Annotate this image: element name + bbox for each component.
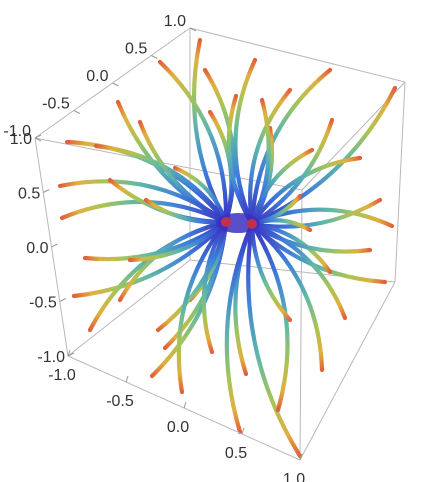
streamline	[201, 219, 229, 355]
x-tick-label: 1.0	[283, 471, 305, 482]
x-tick-mark	[67, 349, 71, 357]
streamline	[249, 85, 398, 227]
y-tick-mark	[34, 137, 42, 142]
streamline	[249, 147, 315, 227]
streamline	[157, 59, 229, 225]
box-edge	[299, 281, 396, 461]
streamline	[249, 67, 333, 227]
z-tick-label: 0.5	[18, 186, 40, 203]
y-axis-ticks: -1.0 -0.5 0.0 0.5 1.0	[3, 13, 197, 142]
z-tick-label: 0.0	[26, 240, 48, 257]
z-tick-mark	[67, 352, 75, 357]
box-edge-hidden	[299, 189, 303, 461]
streamline	[155, 219, 229, 333]
streamline	[249, 221, 333, 275]
sink-point	[221, 217, 231, 227]
x-axis-ticks: -1.0 -0.5 0.0 0.5 1.0	[48, 349, 305, 482]
z-tick-mark	[34, 134, 42, 139]
streamline	[233, 57, 258, 227]
streamline	[127, 219, 229, 263]
streamlines	[57, 37, 398, 459]
x-tick-label: -0.5	[106, 393, 134, 410]
streamline	[249, 221, 373, 254]
streamline	[249, 221, 293, 323]
z-tick-label: 1.0	[10, 131, 32, 148]
z-tick-mark	[43, 189, 50, 193]
box-edge	[189, 27, 406, 83]
z-tick-mark	[51, 243, 58, 248]
y-tick-label: -1.0	[3, 123, 31, 140]
box-edge-hidden	[67, 259, 191, 357]
x-tick-mark	[241, 427, 245, 435]
y-tick-label: 0.5	[125, 41, 147, 58]
z-tick-label: -0.5	[29, 295, 57, 312]
z-axis-ticks: -1.0 -0.5 0.0 0.5 1.0	[10, 131, 75, 366]
streamline	[224, 221, 255, 435]
z-tick-mark	[59, 298, 66, 302]
x-tick-label: 0.0	[167, 419, 189, 436]
streamline	[57, 179, 229, 225]
x-tick-mark	[125, 375, 129, 383]
streamline	[246, 221, 303, 459]
streamline	[172, 165, 229, 225]
streamline	[249, 117, 335, 227]
y-tick-label: 1.0	[164, 13, 186, 30]
y-tick-label: -0.5	[42, 96, 70, 113]
z-tick-label: -1.0	[37, 349, 65, 366]
y-tick-mark	[189, 27, 197, 32]
y-tick-mark	[112, 82, 119, 87]
y-tick-mark	[73, 110, 80, 114]
x-tick-mark	[299, 453, 303, 461]
sink-point	[247, 219, 257, 229]
y-tick-label: 0.0	[86, 68, 108, 85]
x-tick-label: -1.0	[48, 367, 76, 384]
x-tick-mark	[183, 401, 187, 409]
streamline	[249, 155, 363, 227]
streamline	[93, 143, 229, 225]
x-tick-label: 0.5	[225, 445, 247, 462]
streamline	[202, 67, 236, 225]
streamline	[248, 87, 293, 227]
streamline	[176, 219, 229, 395]
streamline	[249, 221, 325, 373]
box-edge	[394, 81, 406, 283]
y-tick-mark	[151, 55, 158, 59]
